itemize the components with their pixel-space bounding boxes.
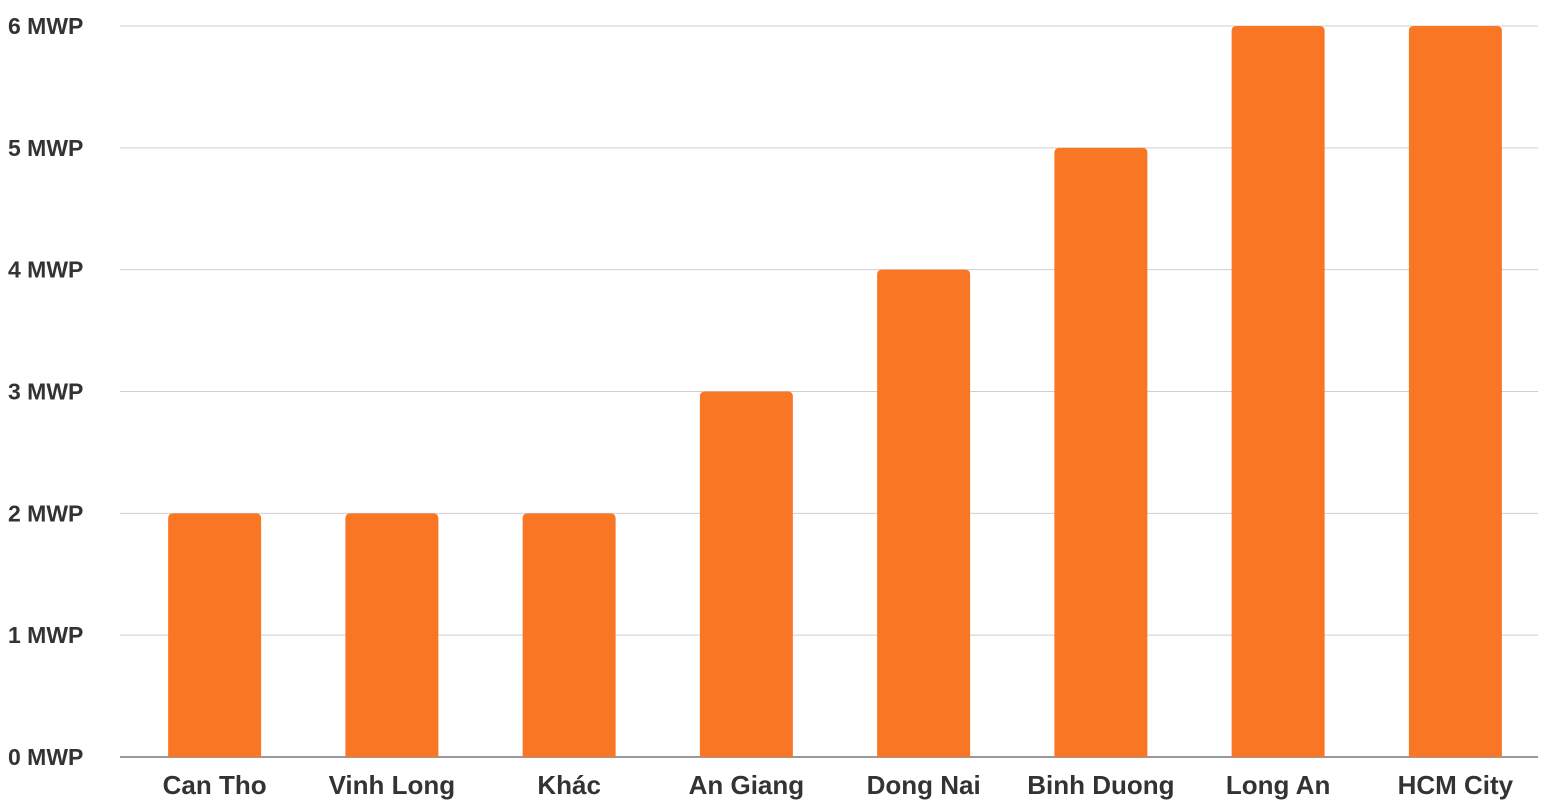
y-tick-label: 5 MWP [8, 135, 83, 161]
x-tick-label: Khác [537, 770, 601, 800]
y-tick-label: 4 MWP [8, 257, 83, 283]
bar-an-giang [699, 391, 793, 757]
bars [168, 26, 1502, 758]
grid-lines [120, 25, 1538, 758]
bar-dong-nai [877, 269, 971, 757]
x-tick-label: Long An [1226, 770, 1330, 800]
y-tick-label: 2 MWP [8, 500, 83, 526]
bar-hcm-city [1408, 26, 1502, 757]
x-tick-label: Dong Nai [867, 770, 981, 800]
x-tick-label: Vinh Long [329, 770, 456, 800]
bar-vinh-long [345, 513, 439, 757]
x-tick-label: Binh Duong [1027, 770, 1174, 800]
bar-can-tho [168, 513, 262, 757]
x-tick-label: An Giang [689, 770, 805, 800]
x-tick-label: Can Tho [163, 770, 267, 800]
y-axis-tick-labels: 0 MWP 1 MWP 2 MWP 3 MWP 4 MWP 5 MWP 6 MWP [8, 13, 83, 770]
bar-long-an [1231, 26, 1325, 757]
x-axis-tick-labels: Can Tho Vinh Long Khác An Giang Dong Nai Binh… [163, 770, 1514, 800]
y-tick-label: 3 MWP [8, 379, 83, 405]
y-tick-label: 1 MWP [8, 622, 83, 648]
x-tick-label: HCM City [1398, 770, 1514, 800]
bar-binh-duong [1054, 147, 1148, 758]
bar-kh-c [522, 513, 616, 757]
y-tick-label: 6 MWP [8, 13, 83, 39]
y-tick-label: 0 MWP [8, 744, 83, 770]
